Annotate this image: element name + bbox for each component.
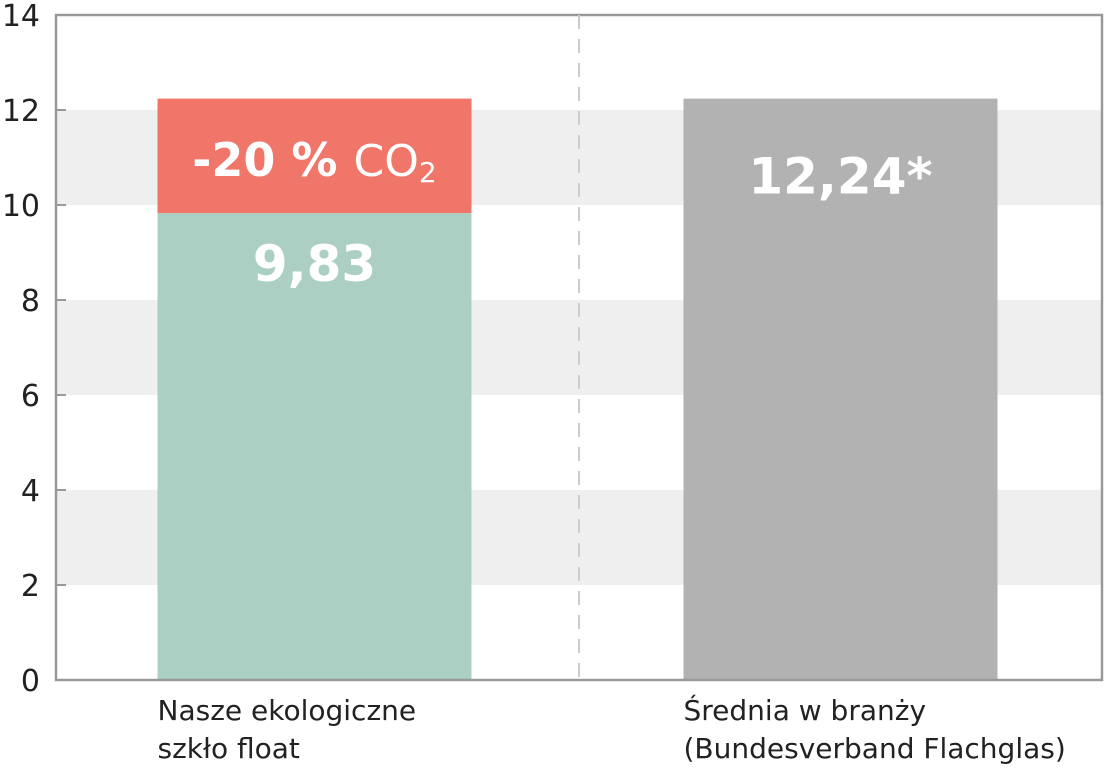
bar-segment — [157, 98, 472, 214]
category-label-line1: Średnia w branży — [684, 693, 927, 727]
bar-value-label: 12,24* — [748, 148, 932, 206]
y-tick-label: 4 — [21, 474, 40, 509]
y-tick-label: 0 — [21, 664, 40, 699]
co2-text: CO — [354, 136, 419, 187]
co2-reduction-label: -20 % CO2 — [192, 133, 436, 189]
category-label-line2: szkło float — [158, 732, 300, 765]
bar-segment — [683, 98, 998, 681]
y-tick-label: 8 — [21, 284, 40, 319]
category-label-line2: (Bundesverband Flachglas) — [684, 732, 1066, 765]
bar-labels: 9,83 -20 % CO2 12,24* — [192, 133, 932, 293]
y-tick-label: 12 — [2, 94, 40, 129]
y-tick-label: 10 — [2, 189, 40, 224]
y-axis-ticks: 0 2 4 6 8 10 12 14 — [2, 0, 66, 699]
bar-segment — [157, 213, 472, 680]
y-tick-label: 2 — [21, 569, 40, 604]
y-tick-label: 6 — [21, 379, 40, 414]
axes — [54, 13, 1104, 682]
co2-subscript: 2 — [419, 156, 437, 189]
y-tick-label: 14 — [2, 0, 40, 34]
reduction-percent: -20 % — [192, 133, 353, 187]
category-label-line1: Nasze ekologiczne — [158, 694, 417, 727]
category-labels: Nasze ekologiczne szkło float Średnia w br… — [158, 693, 1066, 765]
bars — [157, 98, 998, 681]
bar-value-label: 9,83 — [253, 235, 376, 293]
